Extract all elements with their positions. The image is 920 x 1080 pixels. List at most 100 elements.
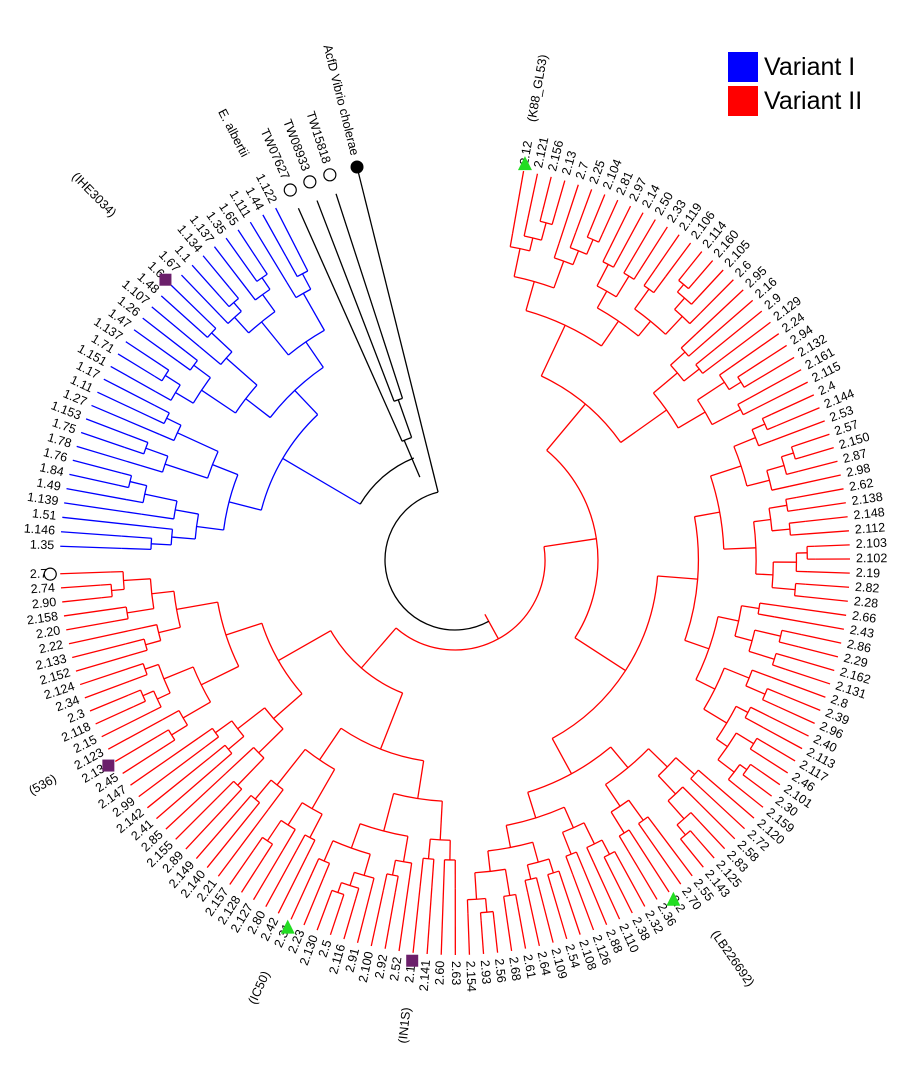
variant2-branch [273, 693, 303, 720]
variant2-branch [163, 666, 194, 680]
variant2-branch [225, 788, 243, 807]
variant1-branch [261, 265, 268, 275]
variant2-branch [124, 662, 144, 671]
variant2-branch [349, 872, 355, 886]
variant2-arc [788, 523, 792, 536]
variant2-branch [525, 281, 535, 311]
variant2-tip-branch [138, 746, 206, 798]
variant1-tip-branch [237, 229, 263, 267]
legend-label: Variant II [764, 86, 863, 115]
variant1-branch [144, 493, 178, 502]
variant2-branch [209, 744, 226, 759]
variant2-tip-branch [114, 735, 158, 763]
variant2-branch [431, 859, 435, 888]
variant2-branch [767, 688, 784, 696]
variant2-arc [157, 664, 171, 694]
outgroup-arc [401, 436, 412, 442]
variant2-tip-branch [640, 226, 668, 269]
annotation-label: (IN1S) [396, 1007, 414, 1044]
variant2-branch [553, 260, 565, 289]
variant2-tip-branch [694, 836, 715, 859]
variant1-tip-branch [69, 473, 119, 486]
variant1-tip-branch [62, 516, 153, 528]
variant2-branch [311, 768, 336, 809]
variant2-branch [278, 630, 332, 662]
variant2-branch [781, 629, 802, 636]
variant2-arc [503, 893, 516, 898]
variant2-arc [678, 279, 689, 290]
variant1-tip-branch [170, 284, 208, 321]
variant2-branch [723, 547, 756, 550]
variant2-tip-branch [801, 633, 842, 644]
variant2-branch [548, 858, 554, 874]
variant2-tip-branch [583, 869, 608, 925]
variant2-tip-branch [619, 860, 646, 907]
variant2-branch [741, 605, 760, 610]
tip-label: 2.138 [851, 490, 884, 508]
variant2-tip-branch [68, 627, 142, 645]
variant2-branch [216, 752, 233, 767]
variant2-tip-branch [745, 344, 787, 373]
variant2-branch [634, 288, 650, 310]
root-branch [484, 614, 499, 640]
tip-label: 2.74 [30, 581, 55, 597]
clade-label: E. albertii [215, 107, 251, 160]
variant2-branch [756, 737, 767, 745]
variant2-branch [237, 757, 265, 786]
legend-label: Variant I [764, 52, 856, 81]
variant2-branch [657, 775, 677, 795]
variant2-arc [393, 792, 443, 802]
variant2-tip-branch [700, 279, 734, 314]
variant2-branch [628, 829, 640, 846]
variant2-branch [574, 637, 626, 672]
variant2-branch [620, 409, 667, 443]
variant2-branch [569, 232, 577, 248]
variant2-tip-branch [240, 857, 265, 893]
variant1-branch [286, 282, 297, 298]
variant2-branch [675, 757, 696, 775]
variant2-branch [795, 582, 806, 585]
variant1-branch [196, 525, 224, 531]
variant2-arc [676, 812, 692, 826]
variant2-branch [751, 423, 766, 431]
variant1-branch [199, 346, 222, 365]
tip-label: 2.148 [853, 505, 886, 522]
legend-item-variant-2: Variant II [728, 84, 862, 118]
legend-swatch-red [728, 86, 758, 116]
legend: Variant I Variant II [728, 50, 862, 118]
variant2-branch [751, 669, 772, 678]
variant1-branch [184, 350, 198, 362]
variant2-branch [513, 248, 521, 277]
variant2-branch [728, 779, 736, 786]
variant2-branch [750, 706, 770, 718]
variant2-branch [145, 639, 161, 646]
variant2-branch [785, 496, 797, 501]
variant1-tip-branch [72, 459, 122, 474]
variant1-branch [128, 434, 149, 444]
variant1-tip-branch [60, 531, 122, 537]
annotation-label: (IHE3034) [69, 169, 119, 219]
tip-label: 1.49 [36, 476, 63, 494]
variant2-branch [676, 284, 685, 293]
variant1-branch [129, 480, 147, 487]
tip-label: 2.52 [387, 956, 404, 982]
variant1-tip-branch [103, 378, 155, 406]
variant1-tip-branch [225, 237, 252, 274]
variant2-branch [775, 652, 790, 659]
variant2-tip-branch [122, 746, 165, 775]
tip-label: 2.3 [65, 706, 86, 726]
variant2-arc [733, 446, 748, 487]
variant1-tip-branch [213, 246, 248, 290]
variant2-arc [318, 858, 330, 864]
variant2-tip-branch [206, 813, 252, 868]
variant2-tip-branch [572, 873, 595, 931]
variant2-tip-branch [798, 502, 846, 511]
variant2-tip-branch [480, 920, 485, 955]
tip-label: 2.28 [853, 594, 879, 610]
variant2-branch [688, 342, 705, 357]
variant2-tip-branch [703, 299, 754, 344]
variant1-branch [305, 341, 324, 368]
variant1-tip-branch [180, 274, 221, 316]
variant2-branch [762, 413, 772, 420]
variant2-tip-branch [101, 711, 151, 738]
